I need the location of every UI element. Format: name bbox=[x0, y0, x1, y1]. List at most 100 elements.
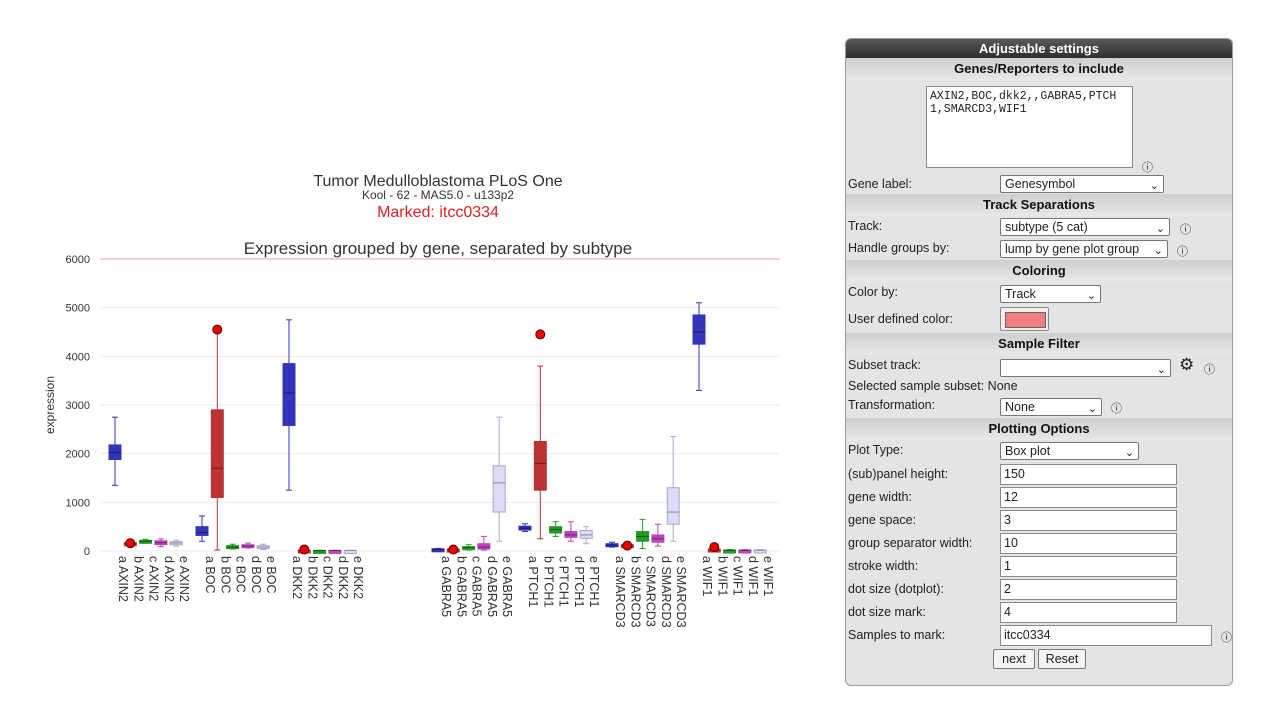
field-input[interactable]: 1 bbox=[1000, 556, 1177, 577]
x-tick-label: a WIF1 bbox=[700, 556, 714, 596]
x-tick-label: b AXIN2 bbox=[131, 556, 145, 602]
filter-section-header: Sample Filter bbox=[846, 333, 1232, 355]
x-tick-label: c BOC bbox=[234, 556, 248, 593]
box bbox=[462, 546, 476, 551]
field-label: group separator width: bbox=[848, 536, 973, 550]
x-tick-label: c GABRA5 bbox=[470, 556, 484, 616]
info-icon[interactable]: ⓘ bbox=[1180, 224, 1191, 236]
x-tick-label: e PTCH1 bbox=[587, 556, 601, 607]
info-icon[interactable]: ⓘ bbox=[1142, 162, 1153, 174]
field-input[interactable]: 3 bbox=[1000, 510, 1177, 531]
samples-mark-input[interactable]: itcc0334 bbox=[1000, 625, 1212, 646]
field-row: stroke width: 1 bbox=[846, 556, 1232, 579]
x-tick-label: e BOC bbox=[264, 556, 278, 594]
reset-button[interactable]: Reset bbox=[1038, 649, 1086, 669]
selected-subset-text: Selected sample subset: None bbox=[848, 379, 1018, 393]
field-label: stroke width: bbox=[848, 559, 919, 573]
box bbox=[549, 526, 563, 534]
field-input[interactable]: 12 bbox=[1000, 487, 1177, 508]
box bbox=[154, 540, 168, 546]
handle-select[interactable]: lump by gene plot group ⌄ bbox=[1000, 240, 1168, 258]
info-icon[interactable]: ⓘ bbox=[1111, 403, 1122, 415]
user-color-swatch bbox=[1005, 312, 1046, 328]
plot-type-value: Box plot bbox=[1005, 444, 1051, 458]
y-tick-label: 4000 bbox=[66, 351, 90, 363]
field-label: (sub)panel height: bbox=[848, 467, 949, 481]
gene-label-select[interactable]: Genesymbol ⌄ bbox=[1000, 175, 1164, 193]
chevron-down-icon: ⌄ bbox=[1155, 223, 1165, 235]
track-section-header: Track Separations bbox=[846, 194, 1232, 216]
track-select[interactable]: subtype (5 cat) ⌄ bbox=[1000, 218, 1170, 236]
info-icon[interactable]: ⓘ bbox=[1221, 632, 1232, 644]
field-label: dot size (dotplot): bbox=[848, 582, 944, 596]
settings-panel: Adjustable settings Genes/Reporters to i… bbox=[845, 38, 1233, 686]
coloring-section-header: Coloring bbox=[846, 260, 1232, 282]
color-by-label: Color by: bbox=[848, 285, 899, 299]
genes-textarea[interactable]: AXIN2,BOC,dkk2,,GABRA5,PTCH1,SMARCD3,WIF… bbox=[926, 86, 1133, 168]
box bbox=[313, 549, 327, 554]
field-row: group separator width: 10 bbox=[846, 533, 1232, 556]
plot-type-row: Plot Type: Box plot ⌄ bbox=[846, 440, 1232, 464]
chevron-down-icon: ⌄ bbox=[1149, 180, 1159, 192]
user-color-swatch-button[interactable] bbox=[1000, 307, 1049, 331]
x-tick-label: e WIF1 bbox=[761, 556, 775, 596]
transformation-row: Transformation: None ⌄ ⓘ bbox=[846, 397, 1232, 418]
box bbox=[226, 545, 240, 550]
box bbox=[738, 549, 752, 554]
info-icon[interactable]: ⓘ bbox=[1177, 246, 1188, 258]
x-tick-label: d BOC bbox=[249, 556, 263, 594]
x-tick-label: c WIF1 bbox=[731, 556, 745, 596]
field-label: dot size mark: bbox=[848, 605, 926, 619]
chevron-down-icon: ⌄ bbox=[1156, 364, 1166, 376]
box bbox=[477, 543, 491, 550]
box bbox=[210, 409, 224, 498]
selected-subset-row: Selected sample subset: None bbox=[846, 377, 1232, 397]
y-axis-label: expression bbox=[43, 376, 57, 434]
field-input[interactable]: 2 bbox=[1000, 579, 1177, 600]
user-color-label: User defined color: bbox=[848, 312, 953, 326]
field-input[interactable]: 4 bbox=[1000, 602, 1177, 623]
x-tick-label: e AXIN2 bbox=[177, 556, 191, 602]
field-row: dot size mark: 4 bbox=[846, 602, 1232, 625]
transformation-select[interactable]: None ⌄ bbox=[1000, 398, 1102, 416]
gear-icon[interactable]: ⚙ bbox=[1179, 355, 1195, 374]
marked-label: Marked: itcc0334 bbox=[377, 204, 499, 221]
x-tick-label: c AXIN2 bbox=[147, 556, 161, 601]
marked-point bbox=[709, 542, 720, 553]
x-tick-label: d SMARCD3 bbox=[659, 556, 673, 628]
y-tick-label: 0 bbox=[84, 546, 90, 558]
y-tick-label: 1000 bbox=[66, 497, 90, 509]
x-tick-label: a BOC bbox=[203, 556, 217, 594]
y-tick-label: 6000 bbox=[66, 254, 90, 266]
color-by-value: Track bbox=[1005, 287, 1036, 301]
box bbox=[328, 549, 342, 554]
box bbox=[108, 444, 122, 461]
y-tick-label: 2000 bbox=[66, 449, 90, 461]
field-input[interactable]: 150 bbox=[1000, 464, 1177, 485]
info-icon[interactable]: ⓘ bbox=[1204, 364, 1215, 376]
chevron-down-icon: ⌄ bbox=[1124, 447, 1134, 459]
box bbox=[492, 465, 506, 513]
x-tick-label: d WIF1 bbox=[746, 556, 760, 596]
box bbox=[195, 526, 209, 536]
x-tick-label: c DKK2 bbox=[321, 556, 335, 598]
marked-point bbox=[125, 538, 136, 549]
color-by-select[interactable]: Track ⌄ bbox=[1000, 285, 1101, 303]
plot-type-select[interactable]: Box plot ⌄ bbox=[1000, 442, 1139, 460]
next-button[interactable]: next bbox=[993, 649, 1035, 669]
genes-section-header: Genes/Reporters to include bbox=[846, 58, 1232, 80]
marked-point bbox=[448, 544, 459, 555]
x-tick-label: a GABRA5 bbox=[439, 556, 453, 617]
field-input[interactable]: 10 bbox=[1000, 533, 1177, 554]
field-row: gene space: 3 bbox=[846, 510, 1232, 533]
box bbox=[651, 534, 665, 543]
buttons-row: next Reset bbox=[846, 648, 1232, 671]
x-tick-label: e SMARCD3 bbox=[674, 556, 688, 628]
box bbox=[605, 543, 619, 548]
marked-point bbox=[212, 324, 223, 335]
chevron-down-icon: ⌄ bbox=[1153, 245, 1163, 257]
subset-select[interactable]: ⌄ bbox=[1000, 359, 1171, 377]
handle-row: Handle groups by: lump by gene plot grou… bbox=[846, 238, 1232, 260]
field-label: gene width: bbox=[848, 490, 912, 504]
handle-label: Handle groups by: bbox=[848, 241, 950, 255]
